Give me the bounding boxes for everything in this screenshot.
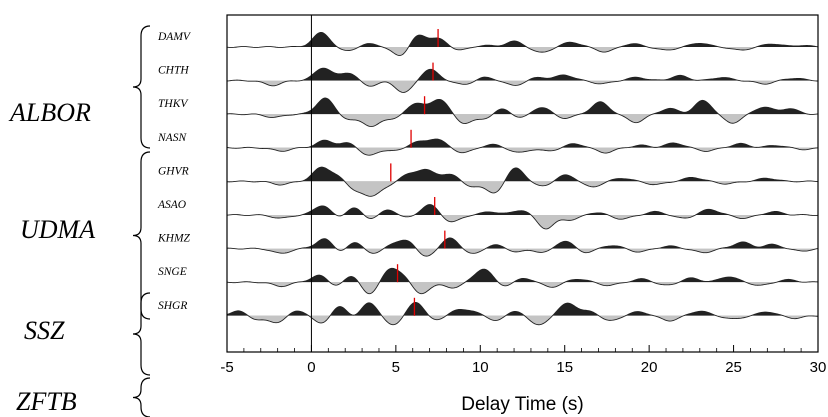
trace-thkv	[226, 97, 819, 128]
trace-line	[226, 31, 819, 56]
x-tick-label: 20	[641, 359, 658, 376]
x-axis: -5 0 5 10 15 20 25 30	[220, 345, 826, 376]
trace-nasn	[226, 138, 819, 156]
group-label-zftb: ZFTB	[16, 387, 77, 416]
marker-layer	[390, 29, 446, 316]
station-label-khmz: KHMZ	[157, 233, 191, 245]
group-label-udma: UDMA	[20, 215, 95, 244]
trace-snge	[226, 267, 819, 295]
station-label-shgr: SHGR	[158, 300, 187, 312]
x-tick-label: 30	[810, 359, 827, 376]
trace-negative-fill	[227, 47, 818, 56]
x-tick-label: 10	[472, 359, 489, 376]
trace-positive-fill	[227, 167, 818, 182]
x-tick-label: 5	[392, 359, 400, 376]
trace-line	[226, 237, 819, 257]
group-brace-udma	[132, 151, 151, 320]
trace-negative-fill	[227, 215, 818, 229]
trace-positive-fill	[227, 139, 818, 148]
trace-positive-fill	[227, 204, 818, 215]
trace-line	[226, 301, 819, 326]
x-tick-label: 0	[307, 359, 315, 376]
trace-line	[226, 204, 819, 230]
station-label-nasn: NASN	[157, 132, 187, 144]
plot-frame	[226, 14, 819, 353]
station-labels: DAMV CHTH THKV NASN GHVR ASAO KHMZ SNGE SHGR	[157, 31, 192, 312]
trace-layer	[226, 31, 819, 326]
group-brace-ssz	[132, 292, 151, 376]
station-label-thkv: THKV	[158, 98, 189, 110]
group-brace-albor	[132, 25, 151, 149]
trace-shgr	[226, 301, 819, 326]
x-tick-label: -5	[220, 359, 233, 376]
trace-chth	[226, 67, 818, 93]
trace-line	[226, 138, 819, 156]
trace-negative-fill	[227, 282, 805, 294]
group-label-albor: ALBOR	[8, 98, 91, 127]
group-brace-zftb	[132, 377, 151, 417]
trace-line	[226, 166, 819, 197]
trace-positive-fill	[227, 302, 818, 316]
trace-line	[226, 97, 819, 128]
trace-ghvr	[226, 166, 819, 197]
trace-negative-fill	[227, 315, 818, 325]
trace-negative-fill	[227, 114, 818, 127]
trace-asao	[226, 204, 819, 230]
trace-line	[226, 67, 818, 93]
group-labels: ALBOR UDMA SSZ ZFTB	[8, 25, 151, 417]
trace-line	[226, 267, 819, 295]
station-label-snge: SNGE	[158, 266, 187, 278]
group-label-ssz: SSZ	[24, 316, 65, 345]
trace-negative-fill	[227, 181, 818, 197]
station-label-asao: ASAO	[157, 199, 187, 211]
trace-negative-fill	[227, 80, 818, 93]
trace-positive-fill	[227, 268, 818, 283]
x-tick-label: 25	[725, 359, 742, 376]
station-label-ghvr: GHVR	[158, 165, 189, 177]
trace-khmz	[226, 237, 819, 257]
x-axis-label: Delay Time (s)	[461, 394, 583, 415]
trace-positive-fill	[227, 68, 818, 81]
x-tick-label: 15	[556, 359, 573, 376]
trace-positive-fill	[227, 98, 818, 115]
trace-damv	[226, 31, 819, 56]
station-label-damv: DAMV	[157, 31, 192, 43]
station-label-chth: CHTH	[158, 65, 189, 77]
